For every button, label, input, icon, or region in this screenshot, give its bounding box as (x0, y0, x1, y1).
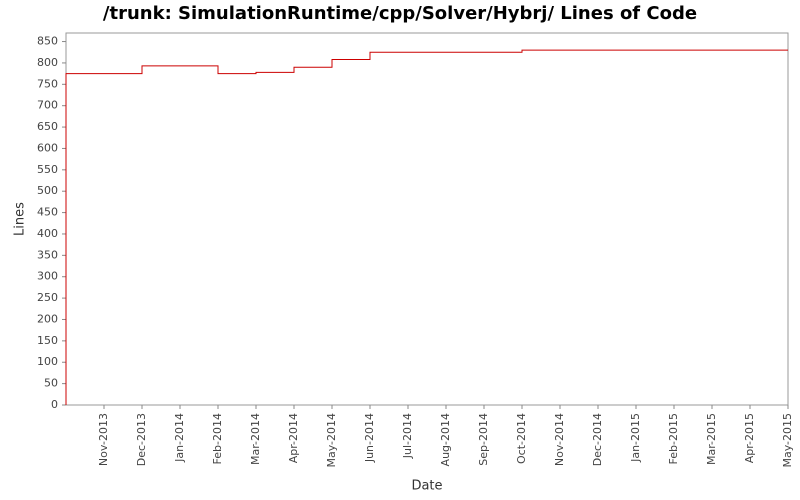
chart-title: /trunk: SimulationRuntime/cpp/Solver/Hyb… (103, 3, 697, 24)
x-tick-label: Dec-2013 (135, 413, 148, 466)
x-tick-label: Mar-2014 (249, 413, 262, 465)
y-tick-label: 250 (37, 291, 58, 304)
y-tick-label: 600 (37, 141, 58, 154)
x-tick-label: Apr-2014 (287, 413, 300, 463)
x-tick-label: Nov-2013 (97, 413, 110, 466)
y-tick-label: 100 (37, 355, 58, 368)
x-tick-label: Feb-2015 (667, 413, 680, 464)
y-axis-title: Lines (13, 202, 28, 236)
x-tick-label: Feb-2014 (211, 413, 224, 464)
x-tick-label: Mar-2015 (705, 413, 718, 465)
y-tick-label: 450 (37, 206, 58, 219)
x-tick-label: Jan-2015 (629, 413, 642, 463)
y-tick-label: 650 (37, 120, 58, 133)
x-tick-label: Oct-2014 (515, 413, 528, 464)
y-tick-label: 50 (44, 377, 58, 390)
x-tick-label: Apr-2015 (743, 413, 756, 463)
y-tick-label: 500 (37, 184, 58, 197)
x-tick-label: May-2014 (325, 413, 338, 468)
y-tick-label: 400 (37, 227, 58, 240)
y-tick-label: 800 (37, 56, 58, 69)
y-tick-label: 750 (37, 77, 58, 90)
x-tick-label: May-2015 (781, 413, 794, 468)
x-tick-label: Sep-2014 (477, 413, 490, 466)
y-tick-label: 0 (51, 398, 58, 411)
y-tick-label: 350 (37, 248, 58, 261)
x-tick-label: Jan-2014 (173, 413, 186, 463)
y-tick-label: 150 (37, 334, 58, 347)
y-tick-label: 300 (37, 270, 58, 283)
y-tick-label: 200 (37, 312, 58, 325)
x-tick-label: Jun-2014 (363, 413, 376, 463)
y-tick-label: 700 (37, 99, 58, 112)
x-tick-label: Nov-2014 (553, 413, 566, 466)
x-tick-label: Dec-2014 (591, 413, 604, 466)
series-line (65, 49, 788, 405)
x-axis-title: Date (411, 479, 442, 494)
y-tick-label: 850 (37, 35, 58, 48)
y-tick-label: 550 (37, 163, 58, 176)
x-tick-label: Aug-2014 (439, 413, 452, 466)
x-tick-label: Jul-2014 (401, 413, 414, 459)
plot-area (65, 32, 789, 406)
